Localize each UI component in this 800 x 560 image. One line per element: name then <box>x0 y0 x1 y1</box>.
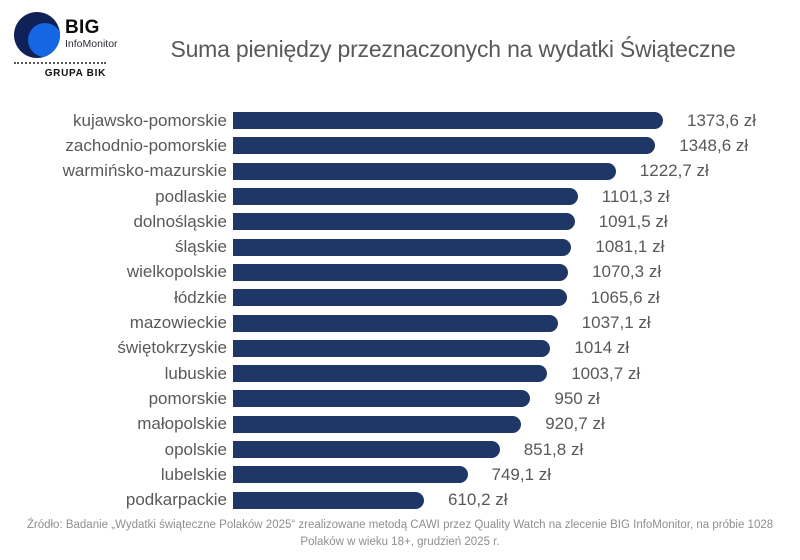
category-label: lubelskie <box>160 464 227 484</box>
bar <box>233 491 424 509</box>
category-label: podkarpackie <box>125 490 227 510</box>
value-label: 1014 zł <box>574 338 630 358</box>
category-label: wielkopolskie <box>126 262 227 282</box>
category-label: opolskie <box>164 439 227 459</box>
value-label: 1101,3 zł <box>601 186 670 206</box>
chart-row: śląskie 1081,1 zł <box>0 234 800 259</box>
value-label: 851,8 zł <box>523 439 584 459</box>
value-label: 610,2 zł <box>448 490 508 510</box>
logo-globe-icon <box>14 12 60 58</box>
value-label: 1373,6 zł <box>687 110 756 130</box>
category-label: warmińsko-mazurskie <box>62 161 227 181</box>
value-label: 920,7 zł <box>545 414 605 434</box>
bar <box>233 238 572 256</box>
chart-rows: kujawsko-pomorskie 1373,6 zł zachodnio-pom… <box>0 108 800 513</box>
category-label: lubuskie <box>164 363 227 383</box>
bar <box>233 162 616 180</box>
value-label: 1003,7 zł <box>571 363 641 383</box>
chart-title: Suma pieniędzy przeznaczonych na wydatki… <box>170 36 736 62</box>
big-infomonitor-logo: BIG InfoMonitor GRUPA BIK <box>14 12 118 79</box>
value-label: 1091,5 zł <box>598 211 668 231</box>
value-label: 749,1 zł <box>491 464 552 484</box>
logo-group-text: GRUPA BIK <box>44 68 106 79</box>
bar <box>233 441 500 458</box>
chart-row: podlaskie 1101,3 zł <box>0 184 800 209</box>
chart-row: dolnośląskie 1091,5 zł <box>0 209 800 234</box>
category-label: zachodnio-pomorskie <box>65 135 227 155</box>
bar <box>233 263 569 281</box>
category-label: łódzkie <box>174 287 227 307</box>
value-label: 1037,1 zł <box>581 313 651 333</box>
value-label: 1070,3 zł <box>592 262 662 282</box>
category-label: świętokrzyskie <box>117 338 227 358</box>
chart-row: mazowieckie 1037,1 zł <box>0 310 800 335</box>
value-label: 1065,6 zł <box>590 287 660 307</box>
chart-row: lubelskie 749,1 zł <box>0 462 800 487</box>
source-note: Źródło: Badanie „Wydatki świąteczne Pola… <box>26 519 774 549</box>
chart-row: pomorskie 950 zł <box>0 386 800 411</box>
bar <box>233 365 548 383</box>
bar <box>233 188 578 206</box>
logo-top: BIG InfoMonitor <box>14 12 118 58</box>
bar <box>233 314 558 332</box>
category-label: małopolskie <box>137 414 227 434</box>
chart-row: opolskie 851,8 zł <box>0 437 800 462</box>
value-label: 1348,6 zł <box>679 135 749 155</box>
bar <box>233 213 575 231</box>
category-label: podlaskie <box>155 186 227 206</box>
category-label: kujawsko-pomorskie <box>73 110 227 130</box>
chart-row: małopolskie 920,7 zł <box>0 412 800 437</box>
value-label: 1222,7 zł <box>639 161 709 181</box>
value-label: 1081,1 zł <box>595 237 665 257</box>
chart-row: lubuskie 1003,7 zł <box>0 361 800 386</box>
category-label: dolnośląskie <box>133 211 227 231</box>
bar <box>233 390 531 408</box>
logo-dotted-divider <box>14 62 106 64</box>
logo-names: BIG InfoMonitor <box>65 18 118 51</box>
chart-row: świętokrzyskie 1014 zł <box>0 336 800 361</box>
chart-row: warmińsko-mazurskie 1222,7 zł <box>0 159 800 184</box>
category-label: mazowieckie <box>129 313 227 333</box>
logo-subbrand-text: InfoMonitor <box>65 38 118 50</box>
category-label: pomorskie <box>148 388 227 408</box>
logo-brand-text: BIG <box>65 17 100 38</box>
bar <box>233 289 567 307</box>
bar <box>233 466 468 484</box>
bar <box>233 112 663 130</box>
bar <box>233 339 551 357</box>
chart-row: zachodnio-pomorskie 1348,6 zł <box>0 133 800 158</box>
bar <box>233 415 522 433</box>
chart-row: łódzkie 1065,6 zł <box>0 285 800 310</box>
chart-row: kujawsko-pomorskie 1373,6 zł <box>0 108 800 133</box>
category-label: śląskie <box>175 237 227 257</box>
value-label: 950 zł <box>554 388 600 408</box>
bar <box>233 137 656 155</box>
chart-row: podkarpackie 610,2 zł <box>0 487 800 512</box>
chart-row: wielkopolskie 1070,3 zł <box>0 260 800 285</box>
